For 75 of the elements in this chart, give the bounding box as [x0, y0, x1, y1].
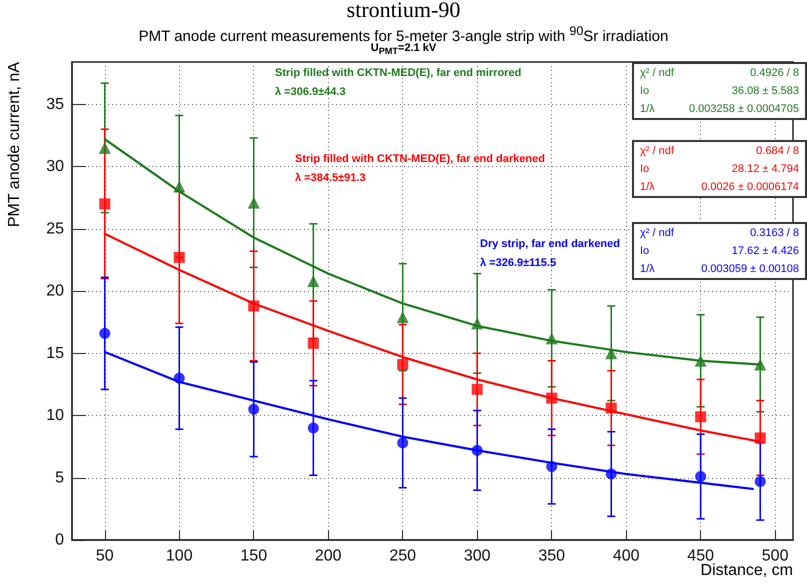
- point: [605, 347, 618, 360]
- annotation: 17.62 ± 4.426: [732, 245, 799, 257]
- y-tick-label: 15: [46, 344, 64, 362]
- x-tick-label: 400: [612, 548, 640, 564]
- annotation: 0.3163 / 8: [750, 227, 799, 239]
- point: [546, 392, 558, 404]
- y-axis-title: PMT anode current, nA: [6, 62, 24, 228]
- annotation: 0.0026 ± 0.0006174: [701, 181, 799, 193]
- point: [99, 198, 110, 210]
- point: [248, 300, 260, 312]
- y-tick-label: 30: [46, 158, 64, 176]
- y-tick-label: 25: [46, 220, 64, 238]
- x-tick-label: 350: [538, 548, 566, 564]
- x-tick-label: 150: [240, 548, 268, 564]
- x-tick-label: 300: [464, 548, 491, 564]
- annotation: 0.003258 ± 0.0004705: [688, 103, 799, 115]
- annotation: χ² / ndf: [640, 227, 674, 239]
- annotation: Io: [640, 163, 650, 175]
- y-tick-label: 5: [55, 469, 64, 486]
- x-tick-label: 450: [687, 548, 714, 564]
- point: [754, 358, 766, 370]
- annotation: λ =306.9±44.3: [275, 86, 346, 98]
- x-tick-label: 250: [389, 548, 416, 564]
- point: [98, 142, 111, 154]
- annotation: λ =384.5±91.3: [295, 172, 366, 184]
- y-tick-label: 10: [46, 407, 64, 424]
- annotation: 1/λ: [640, 103, 655, 115]
- point: [308, 338, 319, 349]
- point: [99, 328, 110, 339]
- point: [546, 461, 558, 472]
- text: Dry strip, far end darkened: [480, 238, 620, 250]
- point: [606, 468, 617, 480]
- x-tick-label: 200: [314, 548, 342, 564]
- annotation: Io: [640, 245, 650, 257]
- chart-subtitle: U$_{PMT}$=2.1 kV: [370, 42, 436, 56]
- point: [472, 444, 483, 456]
- x-tick-label: 50: [96, 548, 114, 564]
- annotation: 36.08 ± 5.583: [732, 85, 799, 97]
- annotation: 1/λ: [640, 263, 655, 275]
- point: [694, 354, 707, 367]
- annotation: λ =326.9±115.5: [480, 257, 556, 269]
- annotation: 0.4926 / 8: [750, 67, 799, 79]
- text: Strip filled with CKTN-MED(E), far end mirrored: [275, 67, 522, 79]
- y-tick-label: 0: [55, 532, 64, 548]
- point: [396, 311, 409, 324]
- point: [174, 252, 185, 263]
- annotation: χ² / ndf: [640, 145, 674, 157]
- point: [174, 372, 185, 384]
- x-axis-title: Distance, cm: [700, 562, 793, 580]
- point: [546, 332, 558, 344]
- point: [397, 437, 408, 448]
- point: [695, 471, 706, 482]
- annotation: 0.684 / 8: [756, 145, 799, 157]
- text: strontium-90: [346, 0, 462, 22]
- point: [754, 476, 766, 487]
- point: [695, 411, 706, 422]
- x-tick-label: 100: [166, 548, 193, 564]
- point: [472, 384, 483, 395]
- annotation: χ² / ndf: [640, 67, 674, 79]
- annotation: 0.003059 ± 0.00108: [701, 263, 799, 275]
- point: [248, 196, 260, 209]
- point: [606, 402, 617, 414]
- point: [307, 275, 320, 288]
- annotation: Io: [640, 85, 650, 97]
- point: [754, 432, 766, 444]
- annotation: 1/λ: [640, 181, 655, 193]
- point: [308, 422, 319, 434]
- y-tick-label: 35: [46, 96, 64, 113]
- annotation: 28.12 ± 4.794: [732, 163, 799, 175]
- point: [471, 317, 484, 330]
- point: [397, 358, 408, 370]
- point: [248, 404, 260, 415]
- x-tick-label: 500: [762, 548, 789, 564]
- y-tick-label: 20: [46, 282, 64, 300]
- text: Strip filled with CKTN-MED(E), far end darkened: [295, 153, 545, 165]
